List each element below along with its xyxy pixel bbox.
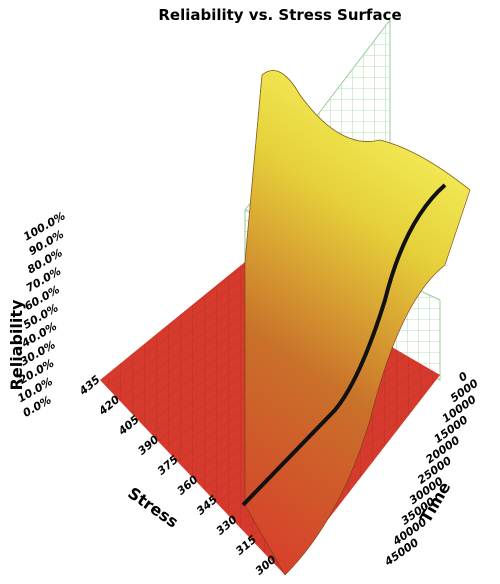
surface-plot [100,18,471,576]
chart-title: Reliability vs. Stress Surface [158,6,401,24]
surface-edge [244,70,471,263]
x-tick-label: 435 [76,373,103,399]
z-axis-title: Reliability [7,299,26,390]
reliability-curve [241,183,447,507]
x-axis-title: Stress [124,483,182,531]
